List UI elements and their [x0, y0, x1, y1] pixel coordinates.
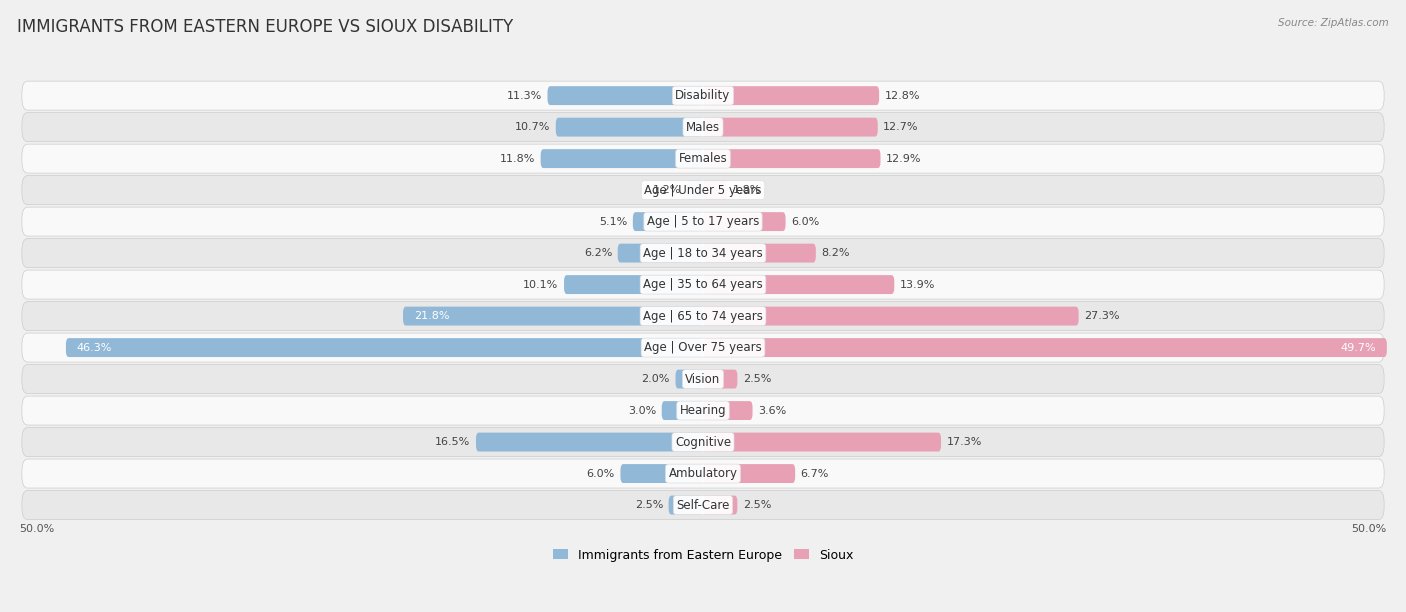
- FancyBboxPatch shape: [703, 496, 737, 515]
- Legend: Immigrants from Eastern Europe, Sioux: Immigrants from Eastern Europe, Sioux: [547, 543, 859, 567]
- FancyBboxPatch shape: [675, 370, 703, 389]
- FancyBboxPatch shape: [66, 338, 703, 357]
- Text: Age | 35 to 64 years: Age | 35 to 64 years: [643, 278, 763, 291]
- FancyBboxPatch shape: [22, 81, 1384, 110]
- Text: Disability: Disability: [675, 89, 731, 102]
- Text: 8.2%: 8.2%: [821, 248, 849, 258]
- FancyBboxPatch shape: [633, 212, 703, 231]
- Text: 13.9%: 13.9%: [900, 280, 935, 289]
- Text: 2.5%: 2.5%: [742, 500, 772, 510]
- Text: Males: Males: [686, 121, 720, 133]
- FancyBboxPatch shape: [22, 144, 1384, 173]
- FancyBboxPatch shape: [703, 118, 877, 136]
- Text: 6.7%: 6.7%: [800, 469, 830, 479]
- Text: 17.3%: 17.3%: [946, 437, 981, 447]
- FancyBboxPatch shape: [703, 275, 894, 294]
- Text: 3.6%: 3.6%: [758, 406, 786, 416]
- Text: 46.3%: 46.3%: [77, 343, 112, 353]
- Text: 5.1%: 5.1%: [599, 217, 627, 226]
- Text: Age | 5 to 17 years: Age | 5 to 17 years: [647, 215, 759, 228]
- Text: 10.1%: 10.1%: [523, 280, 558, 289]
- Text: 12.7%: 12.7%: [883, 122, 918, 132]
- FancyBboxPatch shape: [703, 370, 737, 389]
- FancyBboxPatch shape: [662, 401, 703, 420]
- Text: Ambulatory: Ambulatory: [668, 467, 738, 480]
- Text: Cognitive: Cognitive: [675, 436, 731, 449]
- Text: 1.8%: 1.8%: [734, 185, 762, 195]
- Text: 2.5%: 2.5%: [634, 500, 664, 510]
- Text: Age | Under 5 years: Age | Under 5 years: [644, 184, 762, 196]
- FancyBboxPatch shape: [703, 338, 1386, 357]
- FancyBboxPatch shape: [22, 491, 1384, 520]
- FancyBboxPatch shape: [703, 401, 752, 420]
- FancyBboxPatch shape: [22, 207, 1384, 236]
- Text: 11.3%: 11.3%: [506, 91, 541, 100]
- FancyBboxPatch shape: [22, 428, 1384, 457]
- Text: 21.8%: 21.8%: [413, 311, 450, 321]
- FancyBboxPatch shape: [22, 396, 1384, 425]
- Text: Vision: Vision: [685, 373, 721, 386]
- Text: IMMIGRANTS FROM EASTERN EUROPE VS SIOUX DISABILITY: IMMIGRANTS FROM EASTERN EUROPE VS SIOUX …: [17, 18, 513, 36]
- FancyBboxPatch shape: [620, 464, 703, 483]
- Text: 2.5%: 2.5%: [742, 374, 772, 384]
- Text: Age | Over 75 years: Age | Over 75 years: [644, 341, 762, 354]
- FancyBboxPatch shape: [564, 275, 703, 294]
- FancyBboxPatch shape: [547, 86, 703, 105]
- Text: 3.0%: 3.0%: [628, 406, 657, 416]
- FancyBboxPatch shape: [703, 149, 880, 168]
- Text: Hearing: Hearing: [679, 404, 727, 417]
- Text: 6.0%: 6.0%: [586, 469, 614, 479]
- FancyBboxPatch shape: [22, 365, 1384, 394]
- FancyBboxPatch shape: [703, 307, 1078, 326]
- FancyBboxPatch shape: [22, 459, 1384, 488]
- Text: Source: ZipAtlas.com: Source: ZipAtlas.com: [1278, 18, 1389, 28]
- FancyBboxPatch shape: [703, 212, 786, 231]
- Text: Age | 18 to 34 years: Age | 18 to 34 years: [643, 247, 763, 259]
- Text: 2.0%: 2.0%: [641, 374, 671, 384]
- FancyBboxPatch shape: [404, 307, 703, 326]
- FancyBboxPatch shape: [669, 496, 703, 515]
- Text: 50.0%: 50.0%: [1351, 524, 1386, 534]
- FancyBboxPatch shape: [22, 333, 1384, 362]
- FancyBboxPatch shape: [22, 302, 1384, 330]
- FancyBboxPatch shape: [555, 118, 703, 136]
- Text: 6.0%: 6.0%: [792, 217, 820, 226]
- FancyBboxPatch shape: [22, 270, 1384, 299]
- FancyBboxPatch shape: [22, 239, 1384, 267]
- Text: 27.3%: 27.3%: [1084, 311, 1119, 321]
- Text: Age | 65 to 74 years: Age | 65 to 74 years: [643, 310, 763, 323]
- FancyBboxPatch shape: [686, 181, 703, 200]
- Text: 6.2%: 6.2%: [583, 248, 612, 258]
- FancyBboxPatch shape: [477, 433, 703, 452]
- Text: Females: Females: [679, 152, 727, 165]
- FancyBboxPatch shape: [703, 244, 815, 263]
- FancyBboxPatch shape: [22, 113, 1384, 141]
- Text: 49.7%: 49.7%: [1340, 343, 1376, 353]
- FancyBboxPatch shape: [703, 181, 728, 200]
- Text: 10.7%: 10.7%: [515, 122, 550, 132]
- FancyBboxPatch shape: [541, 149, 703, 168]
- FancyBboxPatch shape: [22, 176, 1384, 204]
- FancyBboxPatch shape: [703, 433, 941, 452]
- FancyBboxPatch shape: [703, 464, 796, 483]
- Text: 11.8%: 11.8%: [499, 154, 536, 163]
- Text: Self-Care: Self-Care: [676, 499, 730, 512]
- Text: 16.5%: 16.5%: [436, 437, 471, 447]
- Text: 50.0%: 50.0%: [20, 524, 55, 534]
- Text: 1.2%: 1.2%: [652, 185, 681, 195]
- Text: 12.8%: 12.8%: [884, 91, 920, 100]
- Text: 12.9%: 12.9%: [886, 154, 921, 163]
- FancyBboxPatch shape: [703, 86, 879, 105]
- FancyBboxPatch shape: [617, 244, 703, 263]
